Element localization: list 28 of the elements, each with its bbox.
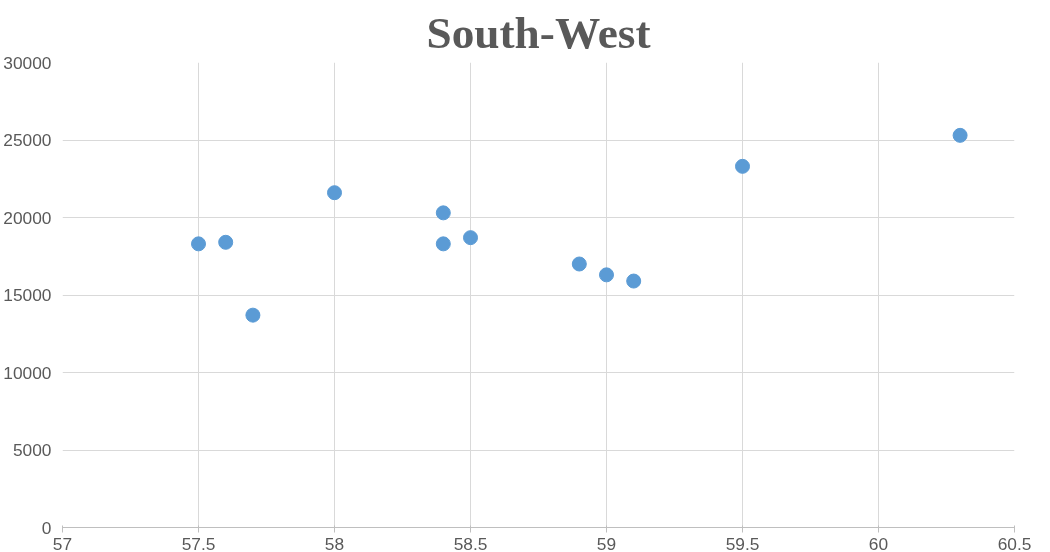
x-tick-label: 57 [52,533,73,552]
y-tick-label: 15000 [3,285,52,305]
point [435,205,451,221]
y-tick-label: 5000 [12,440,52,460]
chart-title: South-West [426,7,651,58]
x-tick-label: 59 [596,533,617,552]
point [571,256,587,272]
y-tick-label: 0 [41,517,52,538]
y-tick-label: 20000 [3,207,52,228]
point [626,273,642,289]
point [735,158,750,174]
point [218,234,234,250]
point [327,185,342,201]
x-tick-label: 58 [324,533,345,552]
x-tick-label: 57.5 [181,533,216,552]
x-tick-label: 60.5 [997,533,1032,552]
x-tick-label: 59.5 [725,533,760,552]
y-tick-label: 25000 [3,130,52,150]
point [191,236,206,252]
y-tick-label: 30000 [3,52,52,73]
point [463,230,478,246]
x-tick-label: 58.5 [453,533,488,552]
y-tick-label: 10000 [3,362,52,383]
x-tick-label: 60 [868,533,889,552]
point [599,267,614,283]
point [952,127,968,143]
point [245,307,261,323]
point [435,236,451,252]
